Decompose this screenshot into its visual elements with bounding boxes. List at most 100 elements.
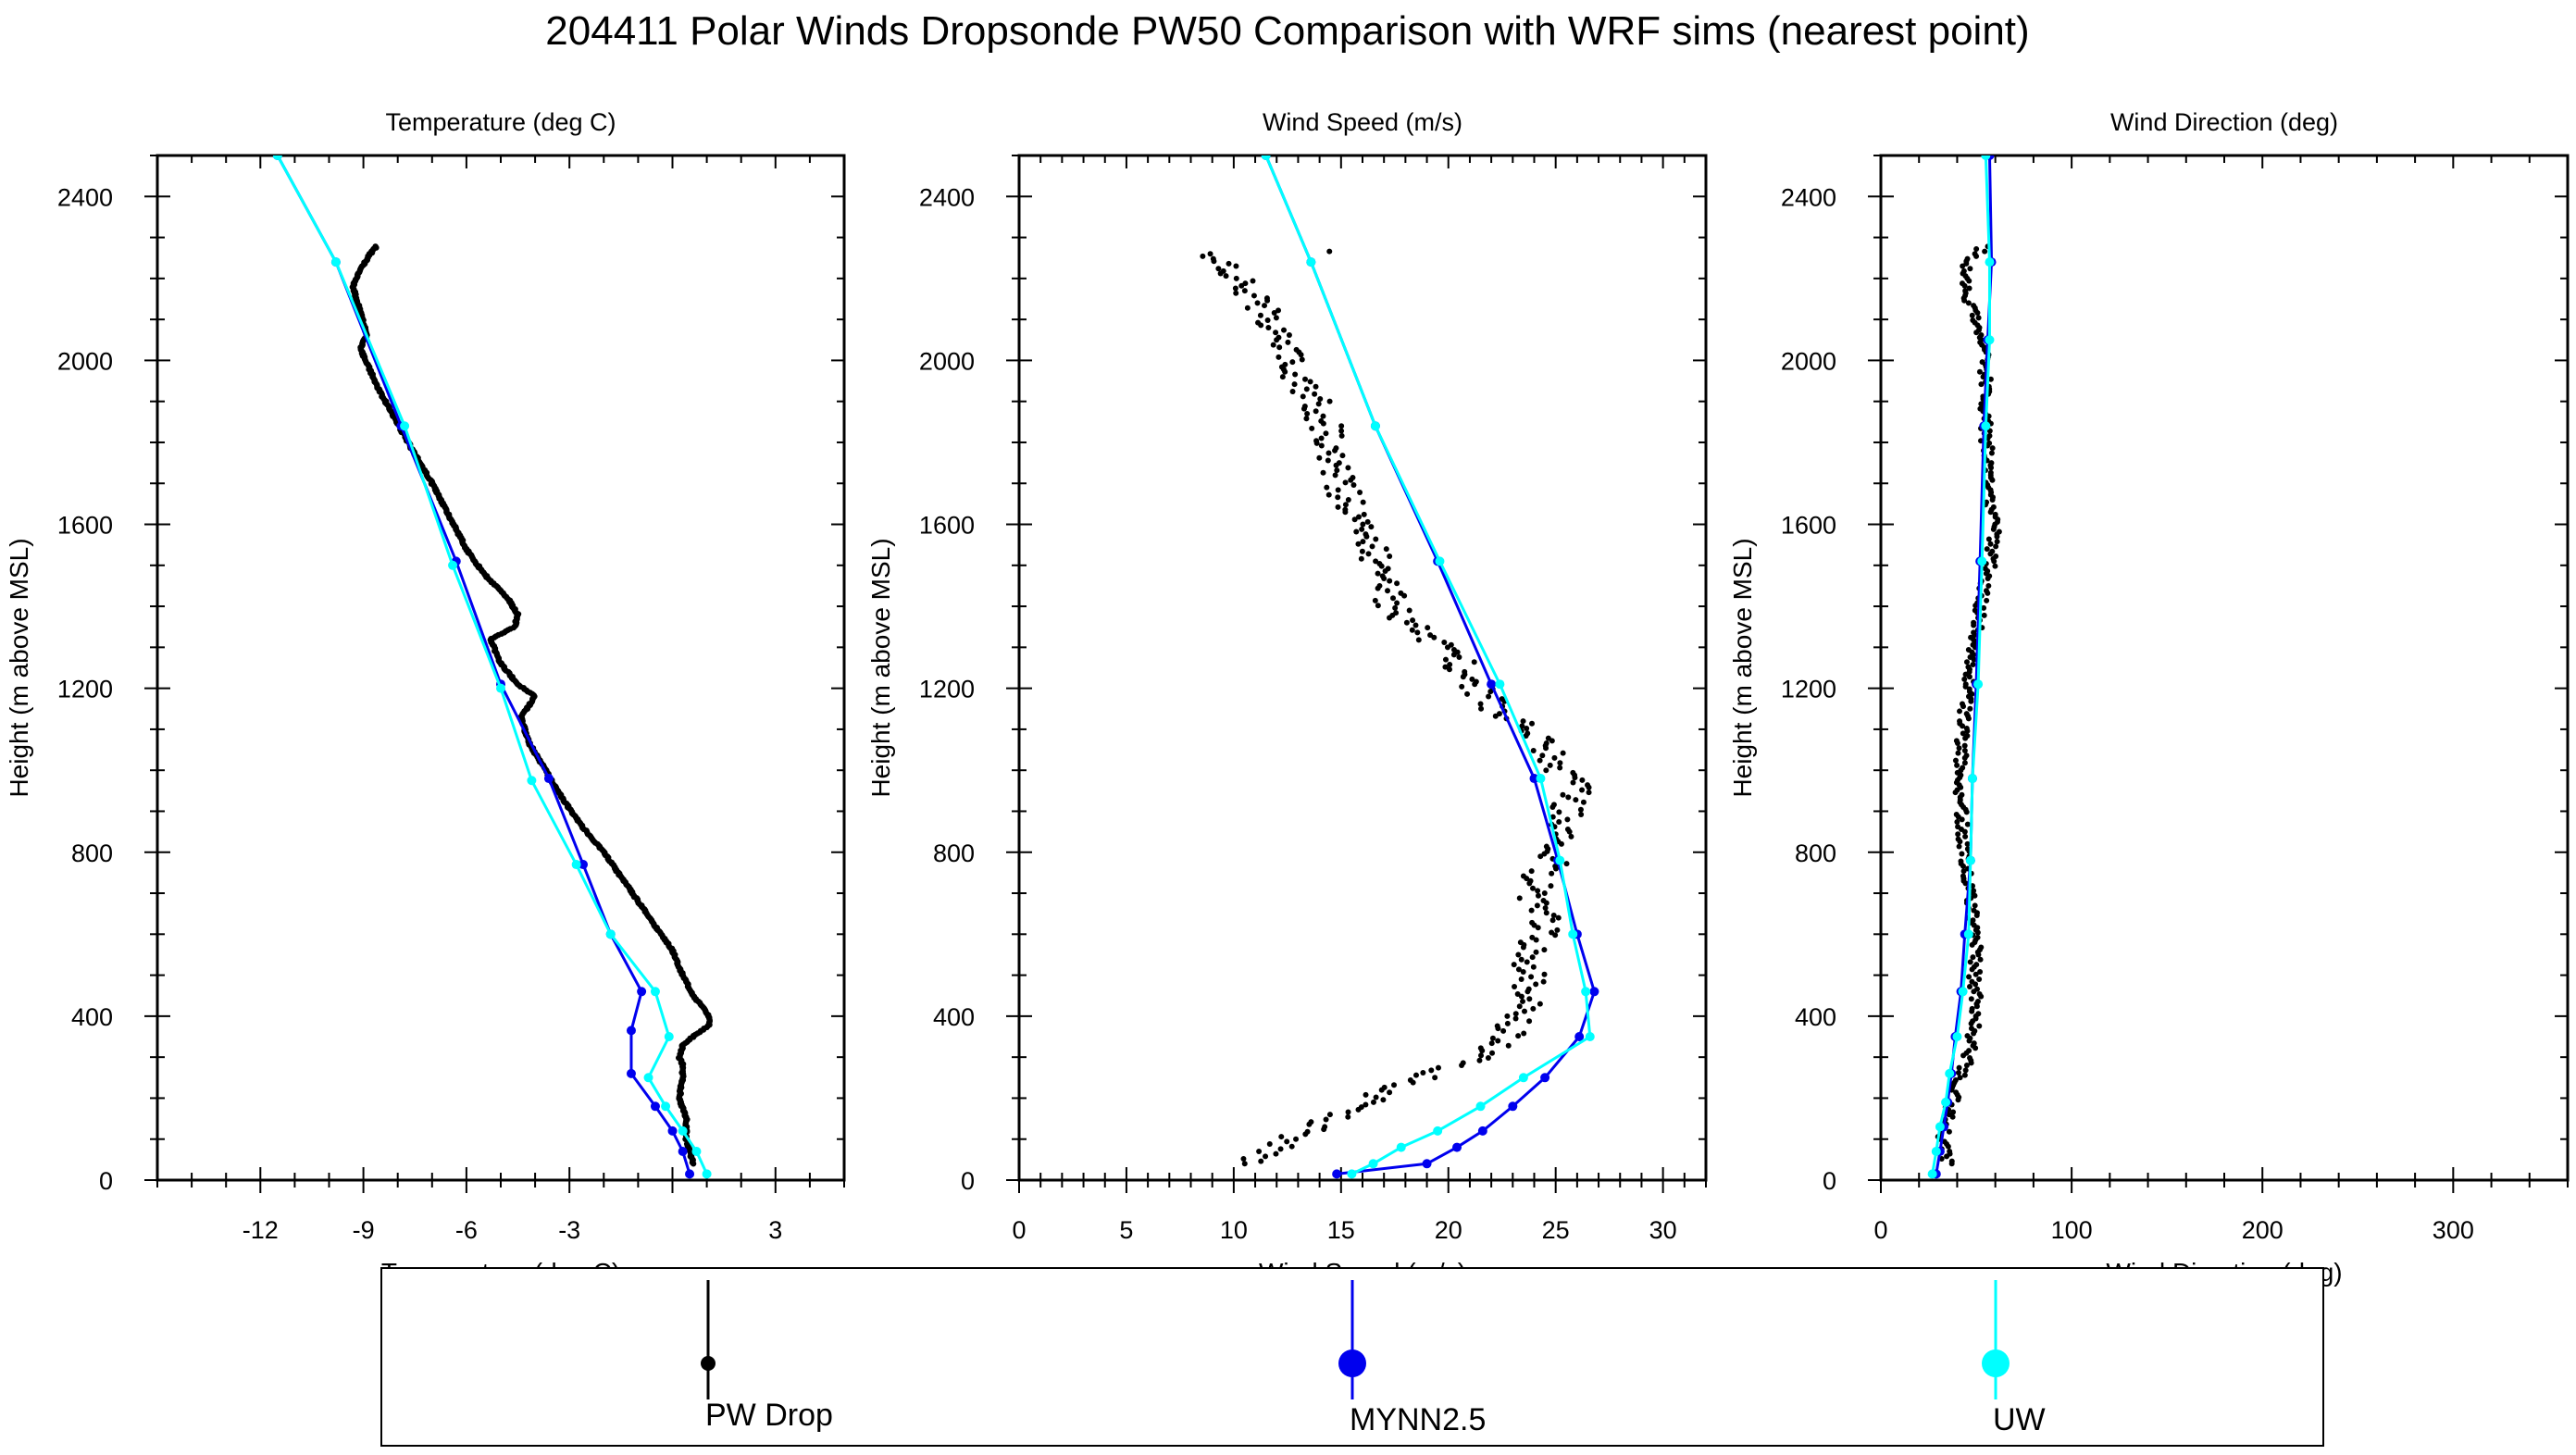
obs-point [1380, 1097, 1387, 1103]
obs-point [1263, 295, 1270, 302]
obs-point [1412, 1072, 1419, 1078]
obs-point [1427, 632, 1434, 639]
obs-point [1240, 1155, 1247, 1162]
obs-point [1535, 892, 1541, 899]
x-tick-label: 10 [1220, 1216, 1248, 1244]
obs-point [1957, 718, 1963, 725]
series-marker [650, 987, 660, 997]
obs-point [1954, 818, 1960, 825]
obs-point [1313, 438, 1320, 444]
obs-point [1957, 1075, 1963, 1081]
obs-point [1477, 1045, 1484, 1051]
obs-point [1242, 280, 1249, 287]
obs-point [1525, 986, 1532, 992]
y-tick-label: 2000 [1781, 347, 1836, 375]
series-marker [1555, 855, 1565, 865]
obs-point [1335, 494, 1341, 501]
obs-point [1585, 782, 1591, 789]
y-tick-label: 1600 [57, 512, 113, 540]
obs-point [1414, 629, 1421, 636]
obs-point [1345, 1113, 1351, 1120]
obs-point [1233, 275, 1239, 281]
obs-point [1978, 331, 1985, 338]
obs-point [1276, 354, 1282, 360]
obs-point [1403, 619, 1410, 626]
series-marker [1422, 1159, 1432, 1169]
obs-point [1504, 1013, 1511, 1019]
obs-point [1489, 1035, 1496, 1041]
obs-point [1529, 720, 1536, 727]
obs-point [1563, 861, 1570, 867]
obs-point [1971, 303, 1977, 309]
obs-point [1967, 1055, 1973, 1062]
obs-point [1373, 558, 1379, 565]
series-marker [1965, 855, 1975, 865]
obs-point [1970, 317, 1976, 324]
obs-point [1312, 391, 1318, 397]
obs-point [1540, 898, 1547, 904]
obs-point [1556, 818, 1562, 825]
obs-point [1966, 674, 1972, 680]
x-tick-label: -12 [243, 1216, 279, 1244]
obs-point [1573, 797, 1579, 803]
obs-point [1982, 248, 1988, 255]
obs-point [1478, 1052, 1485, 1059]
obs-point [1407, 1076, 1413, 1083]
x-tick-label: 0 [1012, 1216, 1026, 1244]
obs-point [1304, 1128, 1311, 1135]
x-tick-label: 5 [1119, 1216, 1133, 1244]
series-marker [1452, 1142, 1462, 1152]
obs-point [1257, 312, 1263, 318]
obs-point [1966, 1048, 1972, 1054]
obs-point [1342, 506, 1349, 513]
obs-point [1543, 910, 1549, 916]
obs-point [1270, 342, 1276, 348]
series-marker [579, 860, 589, 870]
obs-point [1450, 647, 1457, 653]
obs-point [1518, 976, 1524, 983]
obs-point [1968, 996, 1974, 1002]
obs-point [1528, 868, 1535, 875]
obs-point [1391, 1082, 1398, 1088]
x-tick-label: 25 [1542, 1216, 1570, 1244]
obs-point [1241, 288, 1248, 294]
obs-point [1338, 428, 1345, 434]
obs-point [1556, 809, 1562, 815]
series-marker [1487, 679, 1497, 690]
legend-label: PW Drop [705, 1398, 833, 1433]
panel-title: Wind Direction (deg) [2110, 108, 2338, 136]
obs-point [1520, 998, 1526, 1004]
obs-point [1953, 812, 1960, 818]
obs-point [1970, 917, 1976, 924]
obs-point [1489, 1050, 1496, 1056]
obs-point [1265, 324, 1272, 330]
obs-point [1220, 267, 1226, 274]
obs-point [1962, 288, 1969, 294]
obs-point [1241, 1161, 1248, 1167]
obs-point [1530, 1005, 1537, 1012]
obs-point [1955, 831, 1961, 838]
obs-point [1473, 678, 1479, 685]
series-marker [691, 1147, 702, 1157]
x-tick-label: 3 [768, 1216, 782, 1244]
y-tick-label: 1200 [1781, 676, 1836, 703]
obs-point [1955, 836, 1961, 842]
series-marker [650, 1101, 660, 1112]
obs-point [1383, 546, 1389, 553]
obs-point [1360, 539, 1366, 545]
series-marker [1332, 1169, 1342, 1179]
obs-point [1323, 1116, 1329, 1123]
obs-point [1967, 959, 1973, 965]
obs-point [1223, 273, 1229, 280]
obs-point [1350, 482, 1357, 489]
legend-entry-pw-drop: PW Drop [701, 1280, 833, 1433]
series-marker [448, 560, 458, 570]
obs-point [1376, 561, 1383, 567]
series-marker [1927, 1169, 1937, 1179]
obs-point [1318, 435, 1325, 441]
series-marker [1475, 1101, 1486, 1112]
obs-point [1478, 705, 1485, 712]
obs-point [1425, 625, 1431, 631]
obs-point [1520, 718, 1526, 725]
obs-point [1529, 919, 1536, 926]
